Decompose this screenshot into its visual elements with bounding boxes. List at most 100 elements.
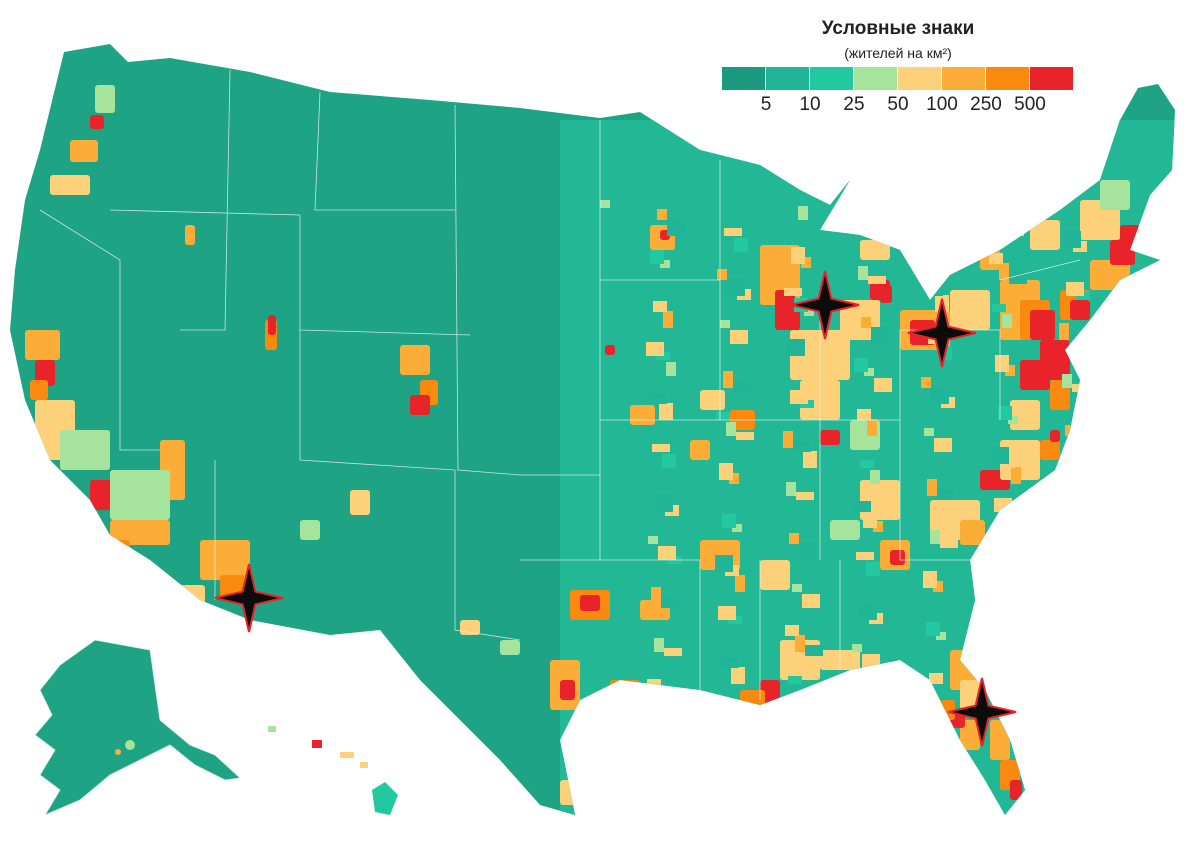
- density-patch: [870, 470, 880, 484]
- density-patch: [1020, 360, 1050, 390]
- density-patch: [90, 480, 115, 510]
- density-patch: [871, 327, 889, 344]
- density-patch: [787, 339, 805, 356]
- density-patch: [791, 247, 805, 264]
- density-patch: [1010, 610, 1024, 624]
- density-patch: [733, 381, 751, 392]
- density-patch: [798, 206, 808, 220]
- density-patch: [950, 290, 990, 330]
- density-patch: [560, 680, 575, 700]
- density-patch: [648, 536, 658, 544]
- density-patch: [924, 428, 934, 436]
- density-patch: [992, 304, 1006, 312]
- density-patch: [662, 454, 676, 468]
- density-patch: [1074, 578, 1084, 592]
- density-patch: [185, 225, 195, 245]
- density-patch: [268, 315, 276, 335]
- density-patch: [1079, 343, 1093, 360]
- density-patch: [856, 552, 874, 560]
- density-patch: [872, 664, 886, 672]
- legend-tick-label: 5: [760, 94, 772, 115]
- density-patch: [859, 603, 877, 620]
- density-patch: [1007, 559, 1021, 576]
- density-patch: [858, 266, 868, 280]
- density-patch: [788, 676, 802, 684]
- density-patch: [805, 645, 823, 656]
- density-patch: [993, 641, 1003, 652]
- legend-tick-label: 25: [843, 94, 865, 115]
- density-patch: [1065, 425, 1075, 436]
- legend-ticks: 5 10 25 50 100 250 500: [722, 92, 1074, 116]
- legend-title: Условные знаки: [821, 18, 975, 39]
- density-patch: [1010, 780, 1022, 800]
- density-patch: [874, 378, 892, 392]
- density-patch: [25, 330, 60, 360]
- density-patch: [801, 257, 811, 268]
- density-patch: [655, 495, 673, 512]
- density-patch: [734, 238, 748, 252]
- density-patch: [650, 250, 664, 264]
- density-patch: [857, 409, 871, 420]
- density-patch: [690, 440, 710, 460]
- legend-tick-label: 10: [799, 94, 821, 115]
- density-patch: [740, 690, 765, 710]
- legend-tick-label: 100: [926, 94, 958, 115]
- density-patch: [1010, 400, 1040, 430]
- legend: Условные знаки (жителей на км²) 5 10 25 50 1…: [722, 18, 1074, 116]
- density-patch: [659, 403, 673, 420]
- density-patch: [860, 240, 890, 260]
- legend-tick-label: 250: [970, 94, 1002, 115]
- density-patch: [861, 317, 871, 328]
- density-patch: [732, 524, 742, 532]
- density-patch: [630, 405, 655, 425]
- legend-tick-label: 50: [887, 94, 909, 115]
- density-patch: [1009, 273, 1027, 284]
- density-patch: [830, 520, 860, 540]
- density-patch: [1078, 486, 1096, 500]
- density-patch: [1000, 440, 1040, 480]
- density-patch: [717, 269, 727, 280]
- density-patch: [727, 279, 745, 296]
- density-patch: [1071, 527, 1081, 544]
- density-patch: [730, 330, 748, 344]
- density-patch: [647, 679, 661, 696]
- density-patch: [929, 673, 943, 684]
- density-patch: [1008, 416, 1018, 424]
- density-patch: [715, 555, 733, 572]
- density-patch: [1063, 231, 1081, 248]
- marker-cleveland-icon: [907, 298, 977, 368]
- density-patch: [997, 549, 1015, 560]
- density-patch: [1058, 466, 1072, 480]
- density-patch: [1000, 600, 1018, 608]
- density-patch: [1100, 180, 1130, 210]
- density-patch: [350, 490, 370, 515]
- density-patch: [930, 530, 940, 544]
- density-patch: [500, 640, 520, 655]
- density-patch: [175, 585, 205, 605]
- density-patch: [937, 489, 955, 500]
- legend-swatch-5: [942, 67, 986, 90]
- density-patch: [663, 311, 673, 328]
- density-patch: [925, 285, 943, 296]
- density-patch: [1069, 333, 1087, 344]
- density-patch: [990, 590, 1000, 604]
- density-patch: [724, 228, 742, 236]
- density-patch: [994, 498, 1012, 512]
- density-patch: [789, 533, 799, 544]
- density-patch: [990, 720, 1010, 760]
- density-patch: [590, 700, 610, 730]
- density-patch: [960, 720, 980, 750]
- density-patch: [110, 470, 170, 520]
- density-patch: [867, 419, 877, 436]
- density-patch: [880, 285, 892, 303]
- density-patch: [999, 263, 1009, 280]
- density-patch: [200, 540, 250, 580]
- density-patch: [1077, 629, 1087, 640]
- contiguous-us: [10, 44, 1175, 815]
- density-patch: [863, 511, 877, 528]
- legend-swatch-2: [810, 67, 854, 90]
- density-patch: [940, 540, 958, 548]
- density-patch: [660, 260, 670, 268]
- density-patch: [1006, 222, 1024, 236]
